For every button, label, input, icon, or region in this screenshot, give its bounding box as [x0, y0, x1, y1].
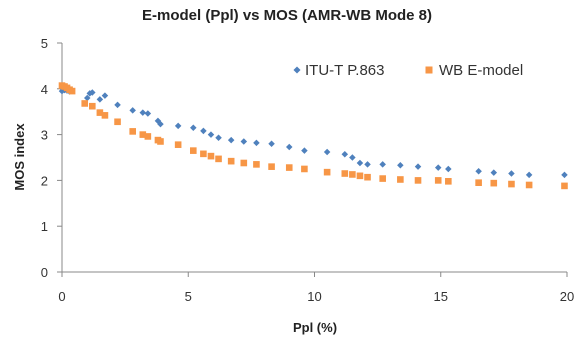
data-point — [96, 109, 104, 116]
data-point — [341, 151, 349, 158]
data-point — [157, 120, 164, 128]
data-point — [445, 165, 452, 173]
data-point — [349, 171, 356, 178]
x-axis-label: Ppl (%) — [293, 320, 337, 335]
data-point — [285, 164, 293, 171]
data-point — [215, 155, 222, 163]
data-point — [445, 178, 452, 185]
data-point — [268, 163, 275, 170]
legend: ITU-T P.863 WB E-model — [293, 62, 523, 79]
data-point — [174, 122, 182, 130]
data-point — [434, 177, 442, 184]
data-point — [144, 133, 152, 140]
data-point — [200, 150, 207, 158]
data-point — [89, 89, 96, 96]
data-point — [561, 171, 568, 179]
data-point — [475, 167, 482, 175]
x-tick-label: 20 — [560, 289, 574, 304]
data-point — [525, 181, 533, 189]
data-point — [81, 100, 89, 107]
data-point — [101, 92, 109, 99]
data-point — [349, 154, 356, 161]
x-tick-label: 10 — [307, 289, 321, 304]
data-point — [323, 148, 331, 156]
data-point — [240, 138, 248, 145]
data-point — [356, 159, 364, 167]
data-point — [414, 163, 422, 170]
x-tick-label: 5 — [185, 289, 192, 304]
y-ticks: 0 1 2 3 4 5 — [41, 36, 62, 280]
y-tick-label: 3 — [41, 128, 48, 143]
data-point — [157, 138, 164, 145]
legend-item-itu: ITU-T P.863 — [293, 62, 384, 79]
data-point — [215, 134, 222, 142]
data-point — [227, 136, 235, 144]
data-point — [268, 140, 275, 148]
data-point — [253, 139, 260, 147]
data-point — [508, 180, 515, 188]
legend-label-wb: WB E-model — [439, 62, 523, 79]
data-point — [139, 109, 147, 116]
legend-item-wb: WB E-model — [425, 62, 523, 79]
data-point — [364, 161, 371, 168]
y-tick-label: 2 — [41, 173, 48, 188]
data-point — [434, 164, 442, 171]
data-point — [89, 102, 96, 110]
data-point — [253, 161, 260, 168]
data-point — [379, 161, 386, 168]
x-ticks: 0 5 10 15 20 — [58, 272, 574, 304]
data-point — [101, 112, 109, 119]
data-point — [364, 173, 371, 181]
data-point — [190, 147, 197, 154]
data-point — [341, 170, 349, 177]
data-point — [227, 157, 235, 165]
data-point — [397, 176, 404, 183]
data-point — [96, 96, 104, 103]
data-point — [397, 162, 404, 169]
data-point — [144, 110, 152, 117]
data-point — [508, 170, 515, 177]
data-point — [207, 152, 215, 160]
data-point — [301, 147, 308, 154]
data-point — [323, 168, 331, 176]
data-point — [139, 131, 147, 138]
data-point — [207, 131, 215, 138]
data-point — [285, 143, 293, 151]
data-point — [174, 141, 182, 148]
x-tick-label: 15 — [434, 289, 448, 304]
data-point — [356, 172, 364, 180]
y-tick-label: 1 — [41, 219, 48, 234]
data-point — [240, 159, 248, 167]
data-point — [414, 177, 422, 184]
data-point — [475, 179, 482, 186]
data-point — [301, 165, 308, 173]
y-tick-label: 0 — [41, 265, 48, 280]
data-point — [83, 94, 91, 102]
data-point — [490, 169, 498, 176]
chart-title: E-model (Ppl) vs MOS (AMR-WB Mode 8) — [142, 7, 432, 24]
data-point — [490, 179, 498, 187]
legend-marker-wb — [425, 66, 433, 74]
data-point — [129, 128, 136, 135]
data-point — [114, 101, 121, 109]
data-point — [379, 175, 386, 182]
series-wb-e-model — [58, 82, 568, 190]
x-tick-label: 0 — [58, 289, 65, 304]
data-point — [129, 107, 136, 114]
data-point — [200, 127, 207, 135]
data-point — [561, 182, 568, 190]
series-layer — [58, 82, 568, 190]
legend-marker-itu — [293, 66, 301, 74]
y-tick-label: 5 — [41, 36, 48, 51]
data-point — [68, 87, 76, 95]
plot-area: 0 5 10 15 20 0 1 2 3 4 5 — [41, 36, 574, 304]
legend-label-itu: ITU-T P.863 — [305, 62, 384, 79]
data-point — [525, 171, 533, 179]
data-point — [190, 124, 197, 131]
y-tick-label: 4 — [41, 82, 48, 97]
data-point — [114, 118, 121, 126]
y-axis-label: MOS index — [12, 123, 27, 191]
